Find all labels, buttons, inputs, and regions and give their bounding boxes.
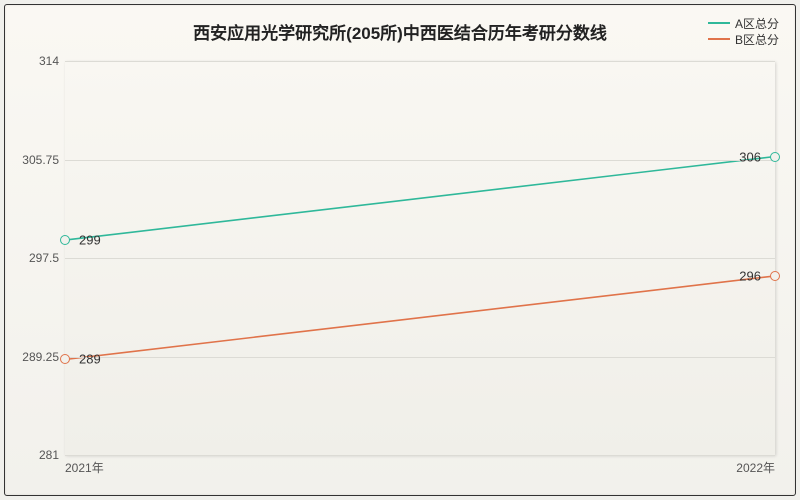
endpoint-marker bbox=[60, 354, 70, 364]
legend-label-b: B区总分 bbox=[735, 31, 779, 48]
point-label: 296 bbox=[737, 268, 763, 283]
y-axis-label: 281 bbox=[39, 448, 59, 462]
endpoint-marker bbox=[770, 271, 780, 281]
legend-label-a: A区总分 bbox=[735, 15, 779, 32]
point-label: 299 bbox=[77, 233, 103, 248]
legend-item-a: A区总分 bbox=[708, 15, 779, 31]
point-label: 306 bbox=[737, 149, 763, 164]
y-axis-label: 297.5 bbox=[29, 251, 59, 265]
y-axis-label: 289.25 bbox=[22, 350, 59, 364]
x-axis-label: 2021年 bbox=[65, 459, 104, 476]
plot-area: 281289.25297.5305.753142021年2022年2993062… bbox=[65, 61, 775, 455]
chart-title: 西安应用光学研究所(205所)中西医结合历年考研分数线 bbox=[5, 19, 795, 44]
gridline bbox=[65, 160, 775, 161]
endpoint-marker bbox=[770, 152, 780, 162]
chart-container: 西安应用光学研究所(205所)中西医结合历年考研分数线 A区总分 B区总分 28… bbox=[4, 4, 796, 496]
gridline bbox=[65, 455, 775, 456]
gridline bbox=[65, 61, 775, 62]
point-label: 289 bbox=[77, 352, 103, 367]
legend: A区总分 B区总分 bbox=[708, 15, 779, 47]
y-axis-label: 314 bbox=[39, 54, 59, 68]
series-line bbox=[65, 157, 775, 241]
legend-swatch-b bbox=[708, 38, 730, 40]
y-axis-label: 305.75 bbox=[22, 153, 59, 167]
legend-swatch-a bbox=[708, 22, 730, 24]
gridline bbox=[65, 357, 775, 358]
endpoint-marker bbox=[60, 235, 70, 245]
gridline bbox=[65, 258, 775, 259]
legend-item-b: B区总分 bbox=[708, 31, 779, 47]
series-line bbox=[65, 276, 775, 360]
x-axis-label: 2022年 bbox=[736, 459, 775, 476]
